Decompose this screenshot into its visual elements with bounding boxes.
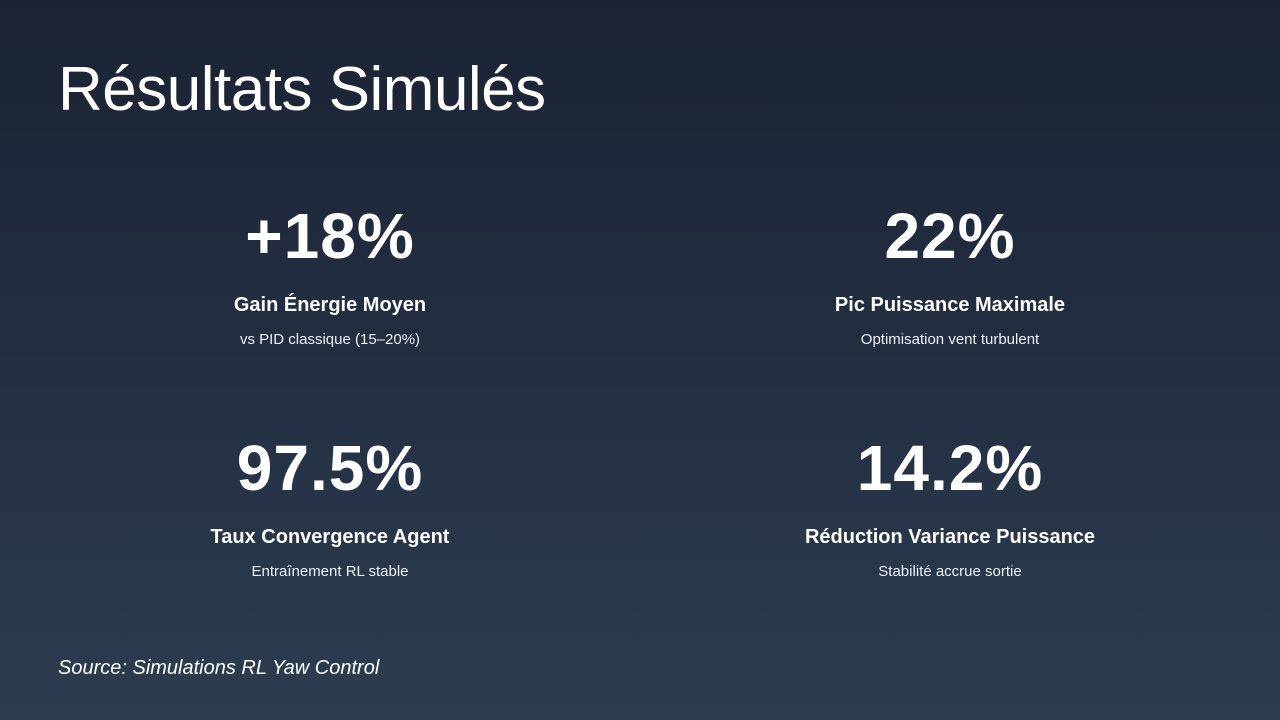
stat-label: Gain Énergie Moyen: [233, 294, 427, 316]
stat-subtitle: Optimisation vent turbulent: [860, 331, 1040, 348]
slide-title: Résultats Simulés: [58, 55, 546, 124]
stat-label: Pic Puissance Maximale: [834, 294, 1066, 316]
stat-subtitle: Entraînement RL stable: [251, 563, 409, 580]
stat-label: Taux Convergence Agent: [210, 526, 450, 548]
source-note: Source: Simulations RL Yaw Control: [58, 657, 380, 679]
stat-subtitle: Stabilité accrue sortie: [878, 563, 1022, 580]
stat-card-variance-reduction: 14.2% Réduction Variance Puissance Stabi…: [710, 430, 1190, 582]
stat-label: Réduction Variance Puissance: [804, 526, 1096, 548]
stat-subtitle: vs PID classique (15–20%): [239, 331, 421, 348]
stat-card-energy-gain: +18% Gain Énergie Moyen vs PID classique…: [90, 198, 570, 350]
stat-card-convergence-rate: 97.5% Taux Convergence Agent Entraînemen…: [90, 430, 570, 582]
stat-value: 97.5%: [236, 432, 424, 504]
stat-value: +18%: [245, 200, 415, 272]
stat-card-peak-power: 22% Pic Puissance Maximale Optimisation …: [710, 198, 1190, 350]
stat-value: 14.2%: [856, 432, 1044, 504]
stat-value: 22%: [884, 200, 1016, 272]
